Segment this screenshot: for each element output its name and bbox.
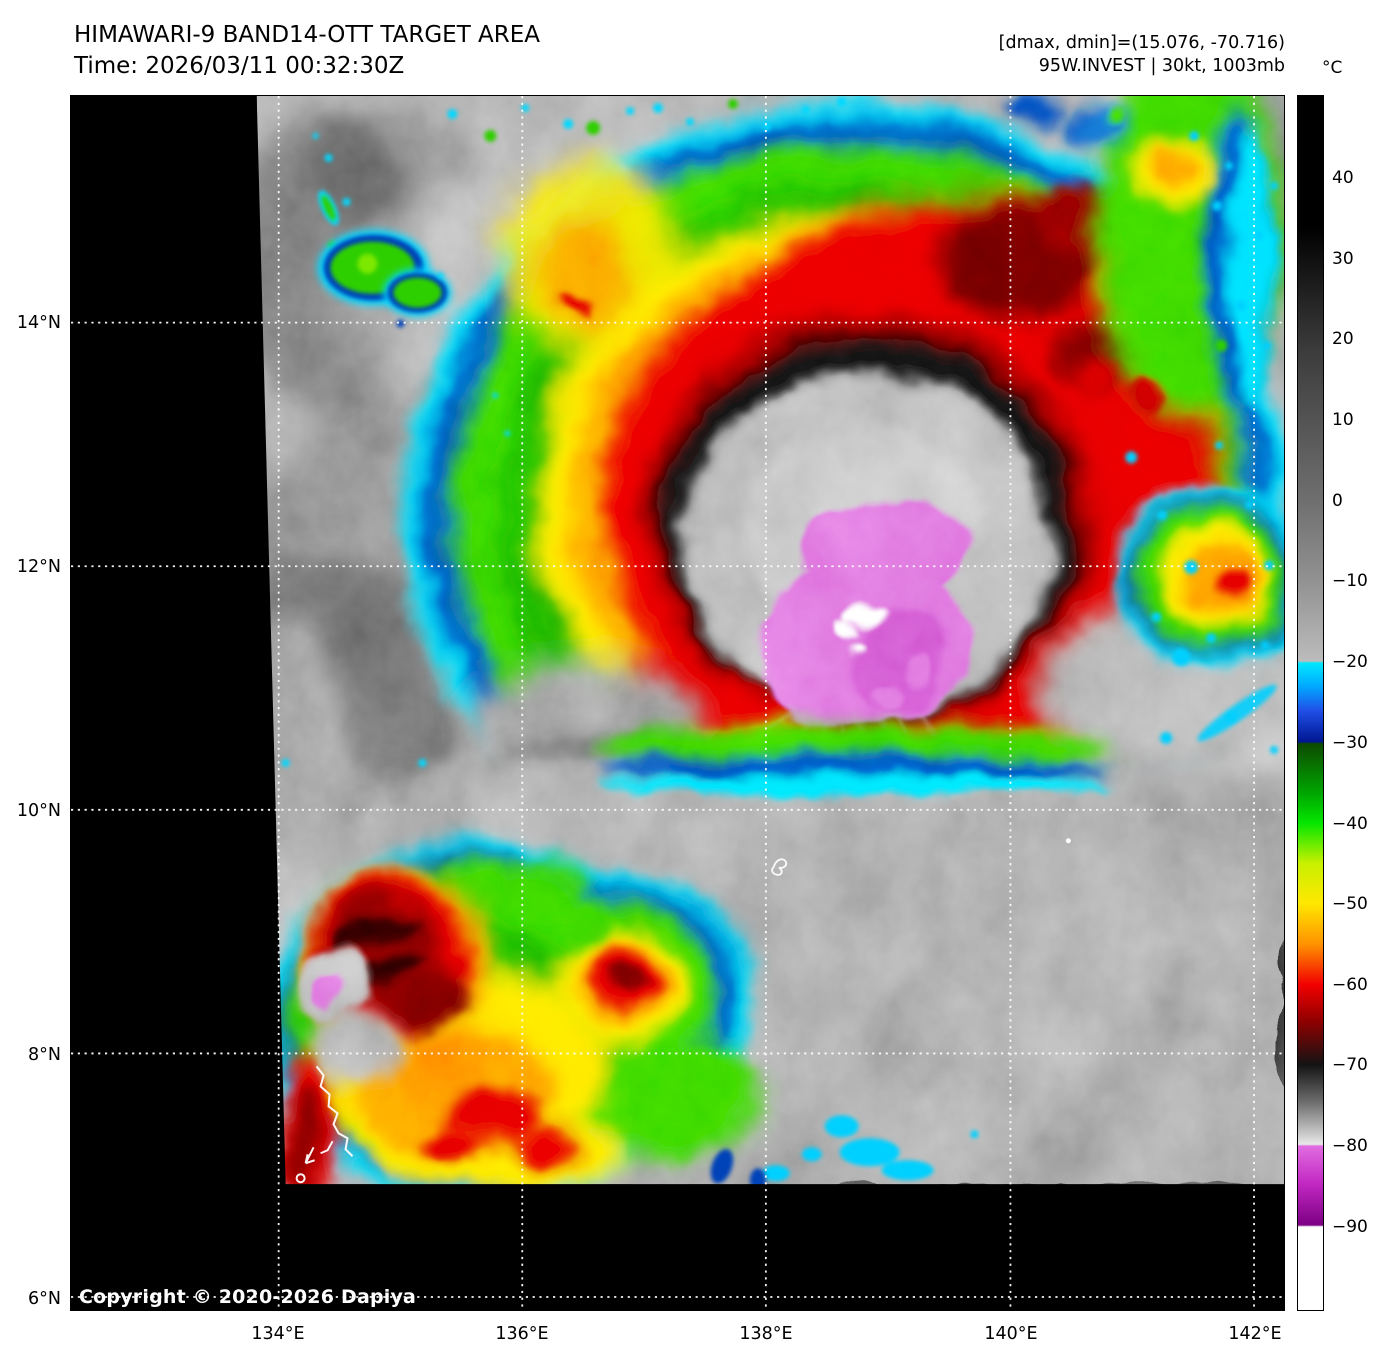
lat-tick-label: 12°N bbox=[16, 557, 61, 577]
cbar-tick: −70 bbox=[1332, 1055, 1368, 1076]
white-pixel-dot bbox=[1065, 838, 1071, 844]
lon-tick-label: 142°E bbox=[1228, 1324, 1282, 1344]
colorbar-tick-labels: 40 30 20 10 0 −10 −20 −30 −40 −50 −60 −7… bbox=[1332, 95, 1388, 1311]
latitude-axis: 14°N 12°N 10°N 8°N 6°N bbox=[0, 95, 64, 1311]
low-cloud-cyan-patches bbox=[761, 1115, 979, 1182]
dmax-dmin-annotation: [dmax, dmin]=(15.076, -70.716) bbox=[998, 33, 1285, 53]
longitude-axis: 134°E 136°E 138°E 140°E 142°E bbox=[70, 1322, 1285, 1346]
temperature-colorbar bbox=[1297, 95, 1324, 1311]
graticule bbox=[71, 96, 1284, 1310]
lon-tick-label: 140°E bbox=[984, 1324, 1038, 1344]
lat-tick-label: 14°N bbox=[16, 313, 61, 333]
coastline-overlay bbox=[295, 858, 788, 1184]
northwest-green-cells bbox=[317, 190, 452, 328]
lon-tick-label: 136°E bbox=[495, 1324, 549, 1344]
page-title: HIMAWARI-9 BAND14-OTT TARGET AREA Time: 2… bbox=[74, 20, 540, 82]
cbar-tick: −20 bbox=[1332, 652, 1368, 673]
cbar-tick: 30 bbox=[1332, 248, 1354, 269]
lat-tick-label: 10°N bbox=[16, 801, 61, 821]
cbar-tick: −90 bbox=[1332, 1216, 1368, 1237]
cbar-tick: −50 bbox=[1332, 894, 1368, 915]
cbar-tick: −40 bbox=[1332, 813, 1368, 834]
satellite-map: Copyright © 2020-2026 Dapiya bbox=[70, 95, 1285, 1311]
title-line: HIMAWARI-9 BAND14-OTT TARGET AREA bbox=[74, 22, 541, 48]
lon-tick-label: 138°E bbox=[739, 1324, 793, 1344]
small-cold-specks bbox=[281, 96, 1279, 1185]
time-line: Time: 2026/03/11 00:32:30Z bbox=[74, 53, 405, 79]
satellite-imagery bbox=[71, 96, 1284, 1310]
lon-tick-label: 134°E bbox=[251, 1324, 305, 1344]
cbar-tick: −10 bbox=[1332, 571, 1368, 592]
cbar-tick: 10 bbox=[1332, 410, 1354, 431]
cbar-tick: −60 bbox=[1332, 974, 1368, 995]
colorbar-unit: °C bbox=[1322, 58, 1343, 78]
copyright-watermark: Copyright © 2020-2026 Dapiya bbox=[79, 1286, 417, 1308]
lat-tick-label: 8°N bbox=[28, 1045, 61, 1065]
cbar-tick: 0 bbox=[1332, 490, 1343, 511]
annotation-block: [dmax, dmin]=(15.076, -70.716) 95W.INVES… bbox=[785, 32, 1285, 78]
cbar-tick: 40 bbox=[1332, 168, 1354, 189]
cbar-tick: −30 bbox=[1332, 732, 1368, 753]
cbar-tick: 20 bbox=[1332, 329, 1354, 350]
cbar-tick: −80 bbox=[1332, 1136, 1368, 1157]
lat-tick-label: 6°N bbox=[28, 1289, 61, 1309]
storm-annotation: 95W.INVEST | 30kt, 1003mb bbox=[1038, 56, 1285, 76]
